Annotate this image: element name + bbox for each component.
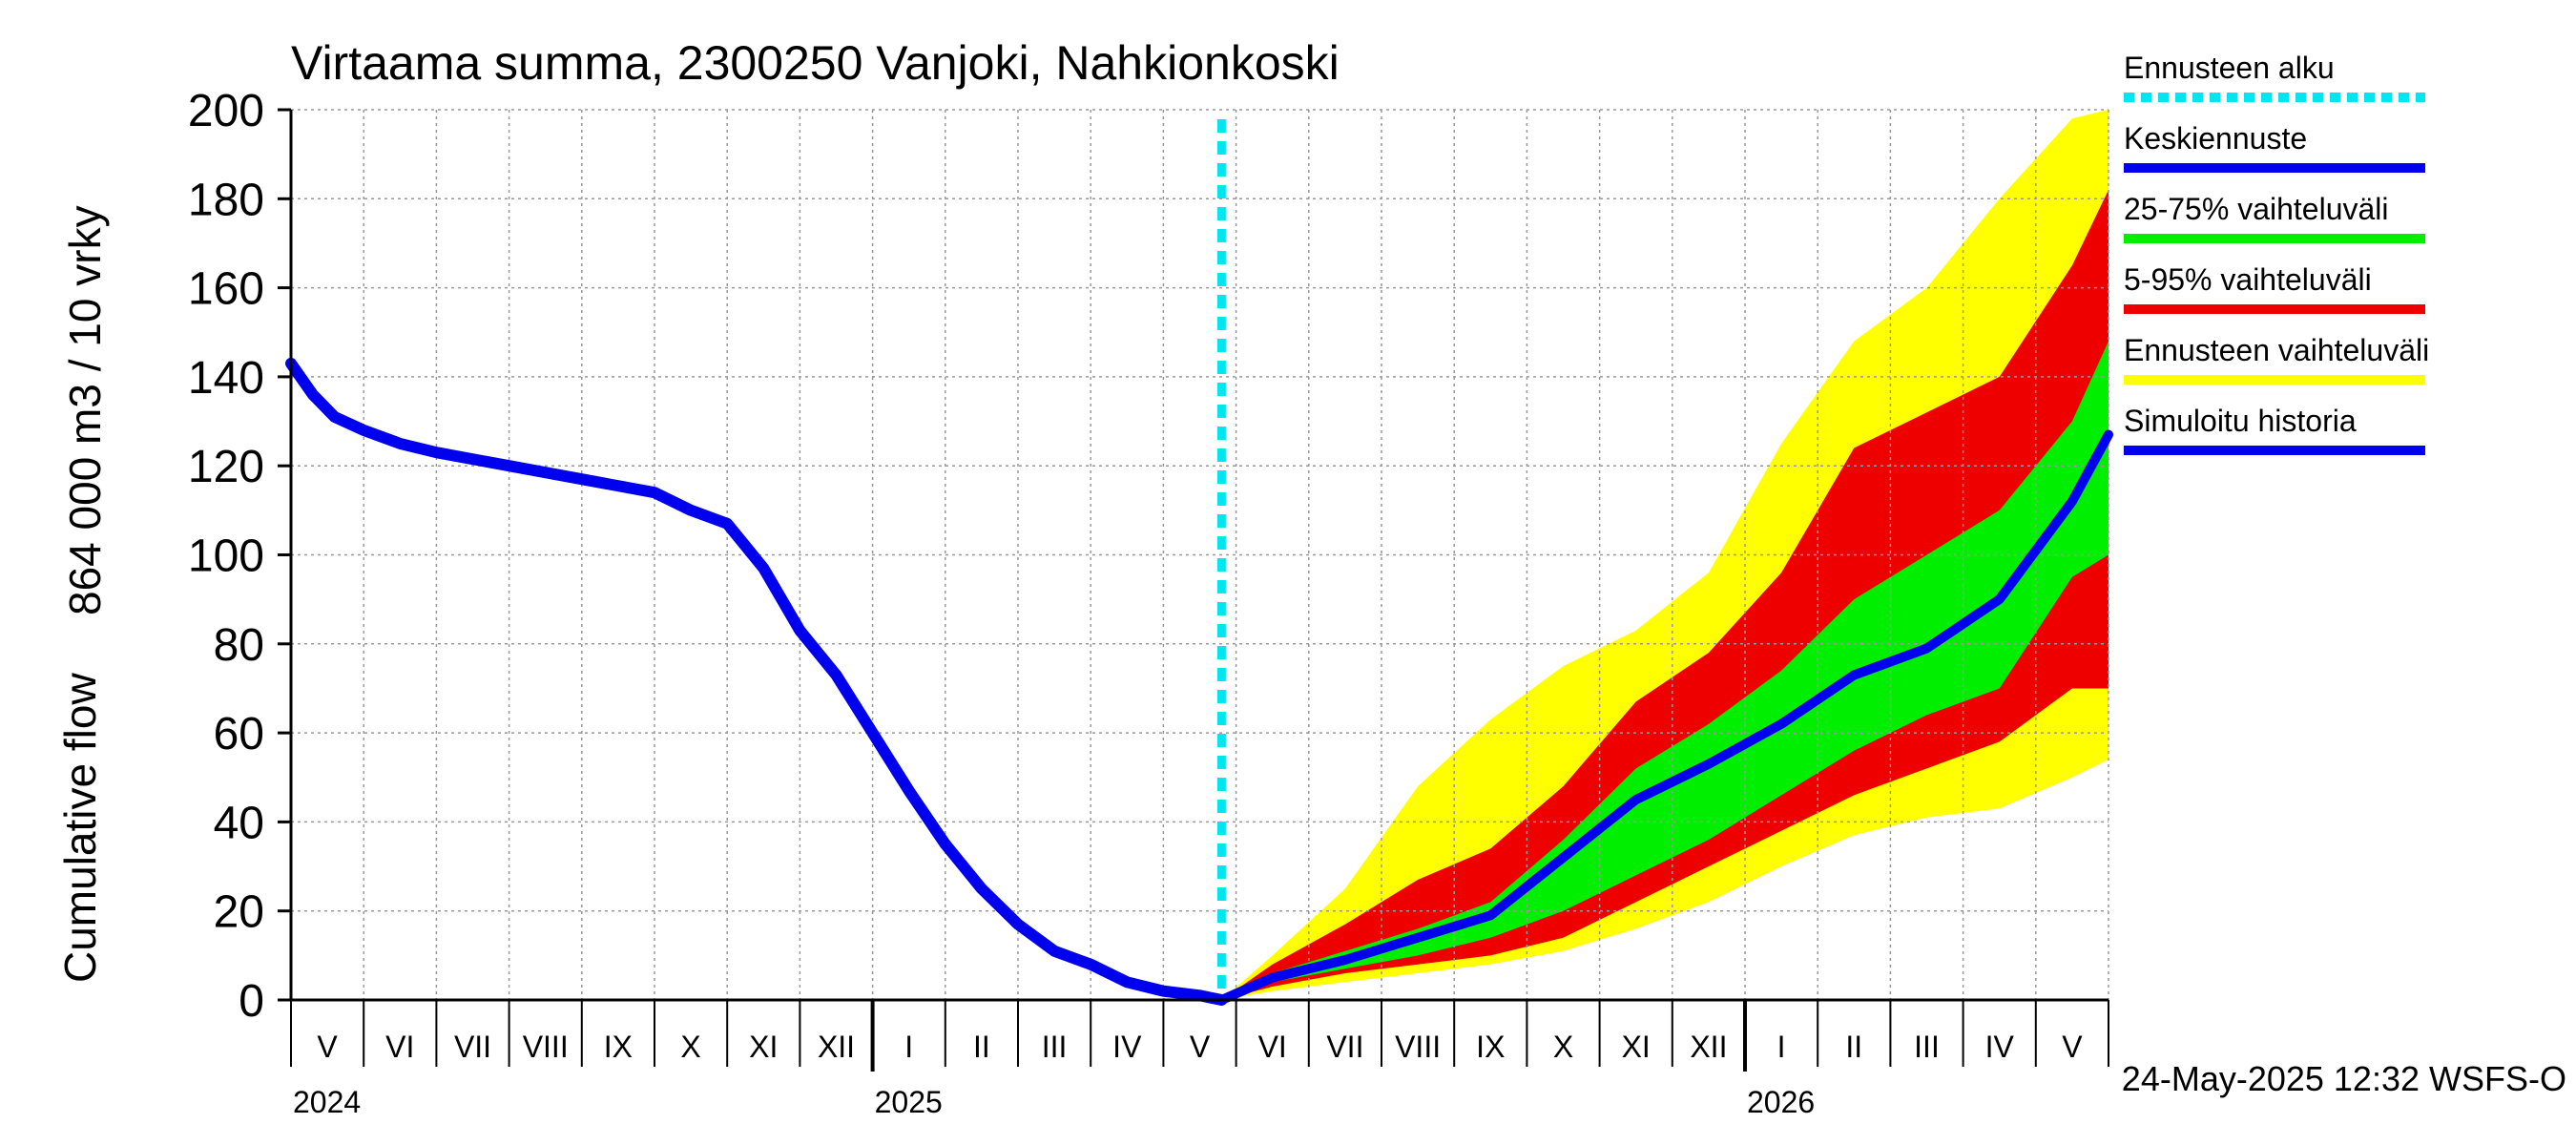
month-label: III [1914,1030,1940,1064]
chart-title: Virtaama summa, 2300250 Vanjoki, Nahkion… [291,36,1340,90]
month-label: X [680,1030,700,1064]
month-label: I [904,1030,913,1064]
month-label: II [1845,1030,1862,1064]
month-label: IV [1112,1030,1142,1064]
y-tick-label: 120 [188,442,264,492]
month-label: IX [604,1030,633,1064]
month-label: V [317,1030,338,1064]
y-tick-label: 100 [188,531,264,582]
month-label: VIII [1395,1030,1441,1064]
month-label: VI [385,1030,414,1064]
year-label: 2025 [875,1085,943,1119]
y-tick-label: 200 [188,86,264,136]
month-label: I [1777,1030,1786,1064]
month-label: V [2062,1030,2083,1064]
series-lines [285,119,2113,1006]
year-label: 2026 [1747,1085,1815,1119]
legend-label: Ennusteen vaihteluväli [2124,333,2429,367]
month-label: II [973,1030,990,1064]
month-label: XII [1690,1030,1727,1064]
month-label: XII [818,1030,855,1064]
y-tick-label: 60 [214,709,264,760]
y-axis-label: Cumulative flow [55,673,105,983]
forecast-bands [1221,110,2109,1001]
month-label: IX [1476,1030,1505,1064]
median-forecast-line [1216,429,2113,1005]
month-label: V [1190,1030,1211,1064]
y-tick-label: 140 [188,353,264,404]
month-label: III [1042,1030,1068,1064]
legend-label: Ennusteen alku [2124,51,2335,85]
y-tick-label: 80 [214,620,264,671]
month-label: VII [1326,1030,1363,1064]
y-tick-label: 40 [214,798,264,848]
legend-label: Simuloitu historia [2124,404,2357,438]
grid [291,109,2109,1000]
y-axis-label-units: 864 000 m3 / 10 vrky [60,205,110,615]
y-tick-label: 0 [239,976,264,1027]
legend-label: 25-75% vaihteluväli [2124,192,2389,226]
band-25-75 [1221,341,2109,1001]
month-label: X [1553,1030,1573,1064]
legend: Ennusteen alku Keskiennuste 25-75% vaihtel… [2124,51,2429,455]
month-label: VI [1258,1030,1287,1064]
month-label: XI [749,1030,778,1064]
year-label: 2024 [293,1085,361,1119]
month-label: XI [1622,1030,1651,1064]
y-tick-label: 180 [188,175,264,225]
footer-timestamp: 24-May-2025 12:32 WSFS-O [2122,1059,2566,1098]
month-label: VII [454,1030,491,1064]
y-tick-label: 160 [188,264,264,315]
month-label: VIII [523,1030,569,1064]
y-tick-label: 20 [214,887,264,938]
legend-label: 5-95% vaihteluväli [2124,262,2372,297]
month-label: IV [1985,1030,2015,1064]
legend-label: Keskiennuste [2124,121,2307,156]
history-line [285,357,1228,1006]
